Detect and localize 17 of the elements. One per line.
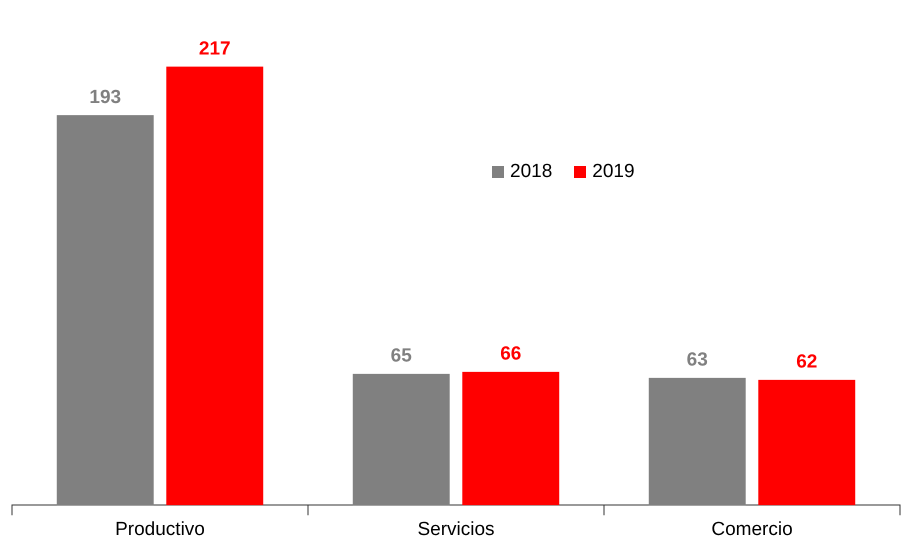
bar [56, 115, 154, 506]
bar [758, 380, 856, 506]
legend-label: 2019 [592, 161, 635, 183]
x-tick-label: Comercio [711, 518, 793, 540]
bar [462, 372, 560, 506]
bar [352, 374, 450, 506]
data-label: 62 [796, 352, 818, 373]
x-tick-label: Servicios [417, 518, 495, 540]
data-label: 66 [500, 344, 522, 365]
bar [166, 66, 264, 506]
data-label: 217 [198, 38, 231, 60]
bar [648, 378, 746, 506]
data-label: 193 [89, 86, 122, 108]
legend-label: 2018 [510, 161, 552, 183]
data-label: 63 [686, 350, 708, 371]
data-label: 65 [390, 346, 412, 367]
x-tick-label: Productivo [115, 518, 205, 540]
